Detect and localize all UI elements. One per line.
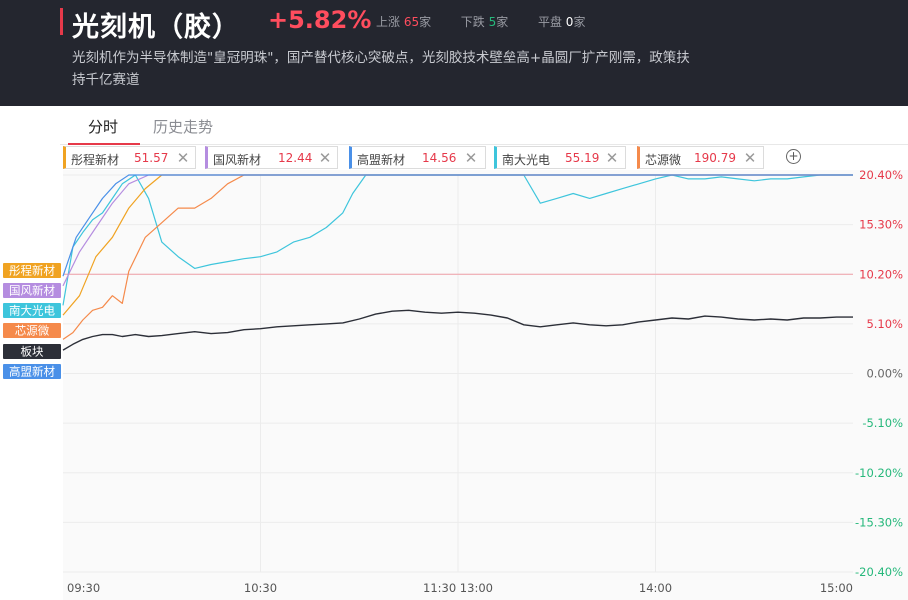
legend-tag-2 — [3, 283, 61, 298]
flat-unit: 家 — [573, 15, 586, 29]
close-icon[interactable]: ✕ — [464, 149, 478, 167]
intraday-chart: 20.40% 15.30% 10.20% 5.10% 0.00% -5.10% -10.20… — [3, 170, 908, 600]
breadth-stats: 上涨 65家 下跌 5家 平盘 0家 — [376, 13, 585, 30]
up-label: 上涨 — [376, 15, 401, 29]
x-tick-label: 10:30 — [244, 581, 277, 595]
close-icon[interactable]: ✕ — [605, 149, 619, 167]
legend-label: 南大光电 — [9, 304, 55, 318]
tab-history[interactable]: 历史走势 — [153, 118, 214, 136]
y-tick-label: -10.20% — [855, 466, 903, 480]
down-unit: 家 — [496, 15, 509, 29]
y-tick-label: 20.40% — [859, 170, 903, 182]
legend-label: 高盟新材 — [9, 365, 55, 379]
down-label: 下跌 — [460, 15, 485, 29]
y-tick-label: -20.40% — [855, 565, 903, 579]
add-circle-icon[interactable]: + — [786, 149, 801, 164]
tab-intraday[interactable]: 分时 — [88, 118, 119, 136]
legend-tag-6 — [3, 364, 61, 379]
close-icon[interactable]: ✕ — [176, 149, 190, 167]
up-unit: 家 — [419, 15, 432, 29]
x-tick-label: 09:30 — [67, 581, 100, 595]
legend-tag-5 — [3, 344, 61, 359]
sector-description: 光刻机作为半导体制造"皇冠明珠"，国产替代核心突破点，光刻胶技术壁垒高+晶圆厂扩… — [72, 50, 690, 88]
y-tick-label: 15.30% — [859, 218, 903, 232]
stock-chip-name: 高盟新材 — [357, 153, 406, 167]
series-line — [62, 174, 853, 277]
active-tab-indicator — [68, 143, 140, 145]
legend-tag-3 — [3, 303, 61, 318]
tabs-divider — [60, 144, 908, 145]
stock-chip-price: 14.56 — [422, 151, 457, 165]
legend-label: 国风新材 — [9, 284, 55, 298]
stock-chip-price: 12.44 — [278, 151, 313, 165]
stock-chip-price: 55.19 — [565, 151, 600, 165]
header: 光刻机（胶） +5.82% 上涨 65家 下跌 5家 平盘 0家 光刻机作为半导… — [0, 0, 908, 106]
y-tick-label: 0.00% — [866, 367, 903, 381]
plot-background — [63, 170, 908, 600]
y-tick-label: 10.20% — [859, 267, 903, 281]
stock-chip[interactable]: 芯源微 190.79 ✕ — [637, 146, 764, 169]
x-tick-label: 15:00 — [820, 581, 853, 595]
stock-chip[interactable]: 彤程新材 51.57 ✕ — [63, 146, 196, 169]
legend-tag-1 — [3, 263, 61, 278]
x-tick-label: 14:00 — [639, 581, 672, 595]
page-title: 光刻机（胶） — [72, 12, 240, 43]
legend-label: 芯源微 — [15, 324, 50, 338]
y-tick-label: 5.10% — [866, 317, 903, 331]
stock-chip[interactable]: 南大光电 55.19 ✕ — [494, 146, 626, 169]
legend-tag-4 — [3, 323, 61, 338]
stock-chip[interactable]: 高盟新材 14.56 ✕ — [349, 146, 486, 169]
stock-chip-name: 彤程新材 — [71, 153, 120, 167]
legend-label: 板块 — [21, 345, 44, 359]
title-accent-bar — [60, 8, 63, 35]
stock-chip-name: 南大光电 — [502, 153, 551, 167]
stock-chip-price: 51.57 — [134, 151, 169, 165]
compare-stock-chips: 彤程新材 51.57 ✕ 国风新材 12.44 ✕ 高盟新材 14.56 ✕ 南… — [0, 146, 908, 170]
change-percent: +5.82% — [268, 6, 372, 34]
y-tick-label: -5.10% — [862, 416, 903, 430]
y-tick-label: -15.30% — [855, 515, 903, 529]
stock-chip-name: 国风新材 — [213, 153, 262, 167]
stock-chip-name: 芯源微 — [645, 153, 682, 167]
up-count: 65 — [403, 15, 420, 29]
down-count: 5 — [488, 15, 497, 29]
flat-count: 0 — [565, 15, 574, 29]
series-line — [62, 309, 853, 351]
x-tick-label: 11:30 13:00 — [423, 581, 493, 595]
chart-tabs: 分时 历史走势 — [0, 106, 908, 146]
legend-label: 彤程新材 — [9, 264, 55, 278]
flat-label: 平盘 — [537, 15, 562, 29]
stock-chip-price: 190.79 — [694, 151, 736, 165]
series-line — [62, 174, 853, 340]
close-icon[interactable]: ✕ — [318, 149, 332, 167]
close-icon[interactable]: ✕ — [743, 149, 757, 167]
stock-chip[interactable]: 国风新材 12.44 ✕ — [205, 146, 338, 169]
series-line — [62, 174, 853, 316]
